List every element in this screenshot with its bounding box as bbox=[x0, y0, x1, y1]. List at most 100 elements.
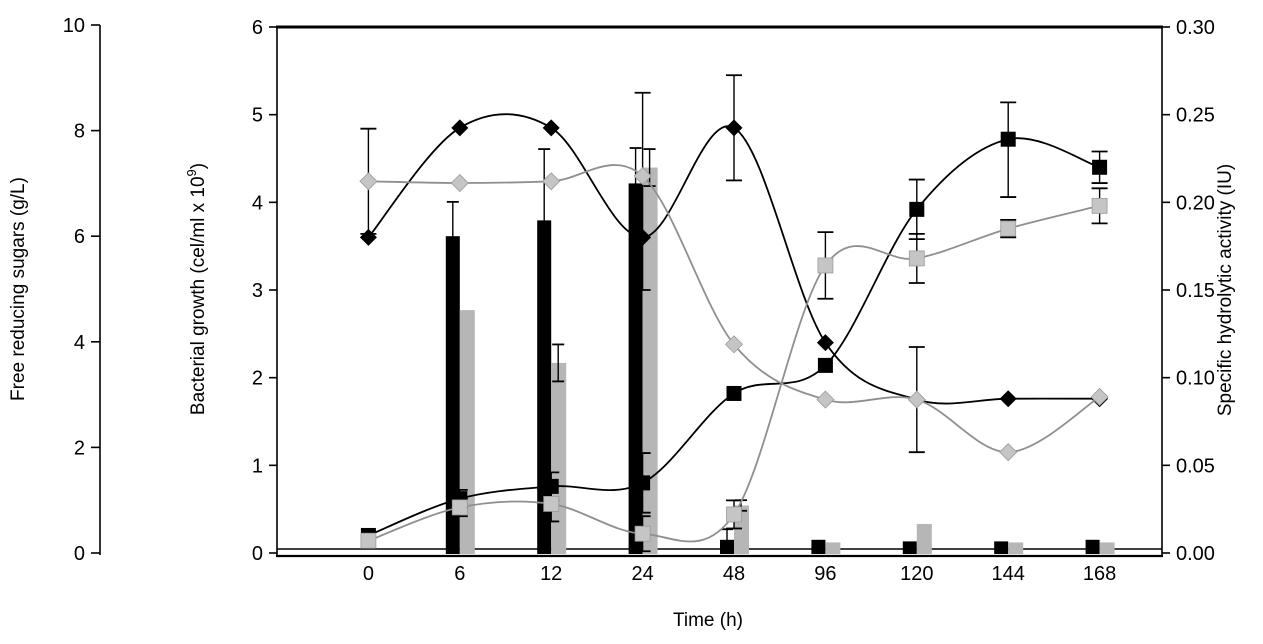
marker-line-gray-diamonds-120h bbox=[907, 390, 926, 409]
bar-bars-gray-24h bbox=[642, 167, 658, 554]
marker-line-gray-diamonds-0h bbox=[359, 172, 378, 191]
x-tick-label: 48 bbox=[723, 563, 745, 585]
marker-line-gray-squares-168h bbox=[1091, 197, 1108, 214]
marker-line-black-squares-144h bbox=[1000, 131, 1016, 147]
growth-tick-label: 3 bbox=[252, 280, 263, 302]
bar-bars-gray-144h bbox=[1008, 542, 1024, 554]
sugars-tick-label: 10 bbox=[63, 15, 85, 37]
marker-line-gray-squares-48h bbox=[726, 506, 742, 523]
marker-line-black-squares-120h bbox=[909, 201, 925, 217]
curve-line-black-squares bbox=[368, 137, 1100, 537]
marker-line-gray-squares-0h bbox=[360, 532, 377, 549]
marker-line-black-diamonds-12h bbox=[542, 119, 560, 137]
marker-line-black-diamonds-24h bbox=[634, 228, 652, 246]
x-tick-label: 96 bbox=[814, 563, 836, 585]
marker-line-gray-squares-24h bbox=[634, 525, 651, 542]
marker-line-black-diamonds-144h bbox=[999, 390, 1017, 408]
sugars-tick-label: 0 bbox=[74, 543, 85, 565]
marker-line-gray-squares-144h bbox=[1000, 220, 1017, 237]
activity-axis-title: Specific hydrolytic activity (IU) bbox=[1215, 164, 1236, 416]
growth-tick-label: 1 bbox=[252, 455, 263, 477]
bar-bars-black-144h bbox=[994, 541, 1009, 554]
sugars-tick-label: 8 bbox=[74, 121, 85, 143]
sugars-axis: 0 2 4 6 8 10 Free reducing sugars (g/L) bbox=[8, 15, 101, 565]
x-axis: 0 6 12 24 48 96 120 144 168 Time (h) bbox=[363, 563, 1116, 631]
bar-bars-gray-12h bbox=[551, 362, 567, 554]
curve-line-gray-squares bbox=[368, 204, 1100, 543]
errorbar-bars-gray-12h bbox=[552, 343, 565, 383]
bar-bars-black-96h bbox=[811, 539, 826, 554]
growth-axis-title: Bacterial growth (cel/ml x 109) bbox=[184, 163, 209, 415]
plot-frame bbox=[276, 25, 1163, 558]
bar-bars-gray-168h bbox=[1099, 542, 1115, 554]
series-line-black-diamonds bbox=[359, 74, 1109, 409]
x-tick-label: 24 bbox=[631, 563, 653, 585]
errorbar-line-black-squares-144h bbox=[1000, 101, 1017, 198]
errorbar-bars-black-12h bbox=[538, 148, 551, 293]
growth-tick-label: 2 bbox=[252, 368, 263, 390]
series-bars-black bbox=[445, 147, 1100, 555]
curve-line-gray-diamonds bbox=[368, 164, 1101, 454]
marker-line-gray-diamonds-144h bbox=[999, 443, 1018, 462]
sugars-tick-label: 4 bbox=[74, 332, 85, 354]
marker-line-gray-squares-12h bbox=[543, 496, 560, 512]
series-line-gray-diamonds bbox=[359, 127, 1109, 462]
marker-line-gray-squares-96h bbox=[817, 257, 834, 274]
bar-bars-black-168h bbox=[1085, 539, 1100, 554]
growth-axis: 0 1 2 3 4 5 6 Bacterial growth (cel/ml x 109) bbox=[184, 17, 277, 565]
sugars-tick-label: 2 bbox=[74, 437, 85, 459]
marker-line-black-diamonds-48h bbox=[725, 119, 743, 137]
marker-line-black-squares-48h bbox=[726, 385, 742, 401]
bar-bars-black-12h bbox=[537, 220, 552, 555]
x-tick-label: 144 bbox=[992, 563, 1025, 585]
bar-bars-black-24h bbox=[628, 183, 643, 554]
marker-line-gray-diamonds-24h bbox=[633, 166, 652, 186]
marker-line-black-diamonds-6h bbox=[451, 119, 469, 137]
activity-tick-label: 0.20 bbox=[1176, 192, 1215, 214]
marker-line-black-squares-24h bbox=[635, 475, 651, 491]
curve-line-black-diamonds bbox=[367, 113, 1100, 405]
bar-bars-gray-120h bbox=[916, 523, 932, 554]
growth-tick-label: 4 bbox=[252, 192, 263, 214]
activity-tick-label: 0.10 bbox=[1176, 368, 1215, 390]
errorbar-bars-gray-24h bbox=[643, 148, 656, 187]
marker-line-gray-diamonds-48h bbox=[724, 335, 744, 354]
series-bars-gray bbox=[459, 148, 1115, 554]
x-tick-label: 6 bbox=[454, 563, 465, 585]
growth-tick-label: 5 bbox=[252, 105, 263, 127]
sugars-tick-label: 6 bbox=[74, 226, 85, 248]
activity-tick-label: 0.15 bbox=[1176, 280, 1215, 302]
growth-tick-label: 6 bbox=[252, 17, 263, 39]
activity-tick-label: 0.05 bbox=[1176, 455, 1215, 477]
marker-line-gray-diamonds-168h bbox=[1090, 387, 1109, 407]
bar-bars-gray-6h bbox=[459, 310, 475, 554]
activity-tick-label: 0.25 bbox=[1176, 105, 1215, 127]
bar-bars-black-6h bbox=[445, 236, 460, 554]
activity-tick-label: 0.30 bbox=[1176, 17, 1215, 39]
marker-line-gray-diamonds-96h bbox=[816, 390, 835, 409]
series-line-gray-squares bbox=[360, 187, 1108, 553]
sugars-axis-title: Free reducing sugars (g/L) bbox=[8, 177, 29, 401]
errorbar-bars-black-6h bbox=[446, 200, 459, 272]
activity-tick-label: 0.00 bbox=[1176, 543, 1215, 565]
x-tick-label: 12 bbox=[540, 563, 562, 585]
marker-line-gray-diamonds-12h bbox=[542, 172, 561, 191]
marker-line-black-squares-96h bbox=[817, 357, 833, 373]
marker-line-black-diamonds-96h bbox=[816, 334, 834, 352]
marker-line-black-squares-168h bbox=[1092, 159, 1108, 175]
marker-line-gray-squares-120h bbox=[908, 250, 925, 267]
bar-bars-black-120h bbox=[902, 541, 917, 554]
bar-bars-gray-96h bbox=[825, 542, 841, 554]
activity-axis: 0.00 0.05 0.10 0.15 0.20 0.25 0.30 Specific hyd… bbox=[1162, 17, 1236, 565]
x-tick-label: 0 bbox=[363, 563, 374, 585]
growth-tick-label: 0 bbox=[252, 543, 263, 565]
marker-line-gray-squares-6h bbox=[451, 499, 468, 516]
errorbar-line-black-diamonds-24h bbox=[634, 91, 651, 291]
x-axis-title: Time (h) bbox=[673, 610, 743, 631]
marker-line-gray-diamonds-6h bbox=[450, 173, 469, 193]
errorbar-bars-black-24h bbox=[629, 147, 642, 220]
x-tick-label: 120 bbox=[900, 563, 933, 585]
